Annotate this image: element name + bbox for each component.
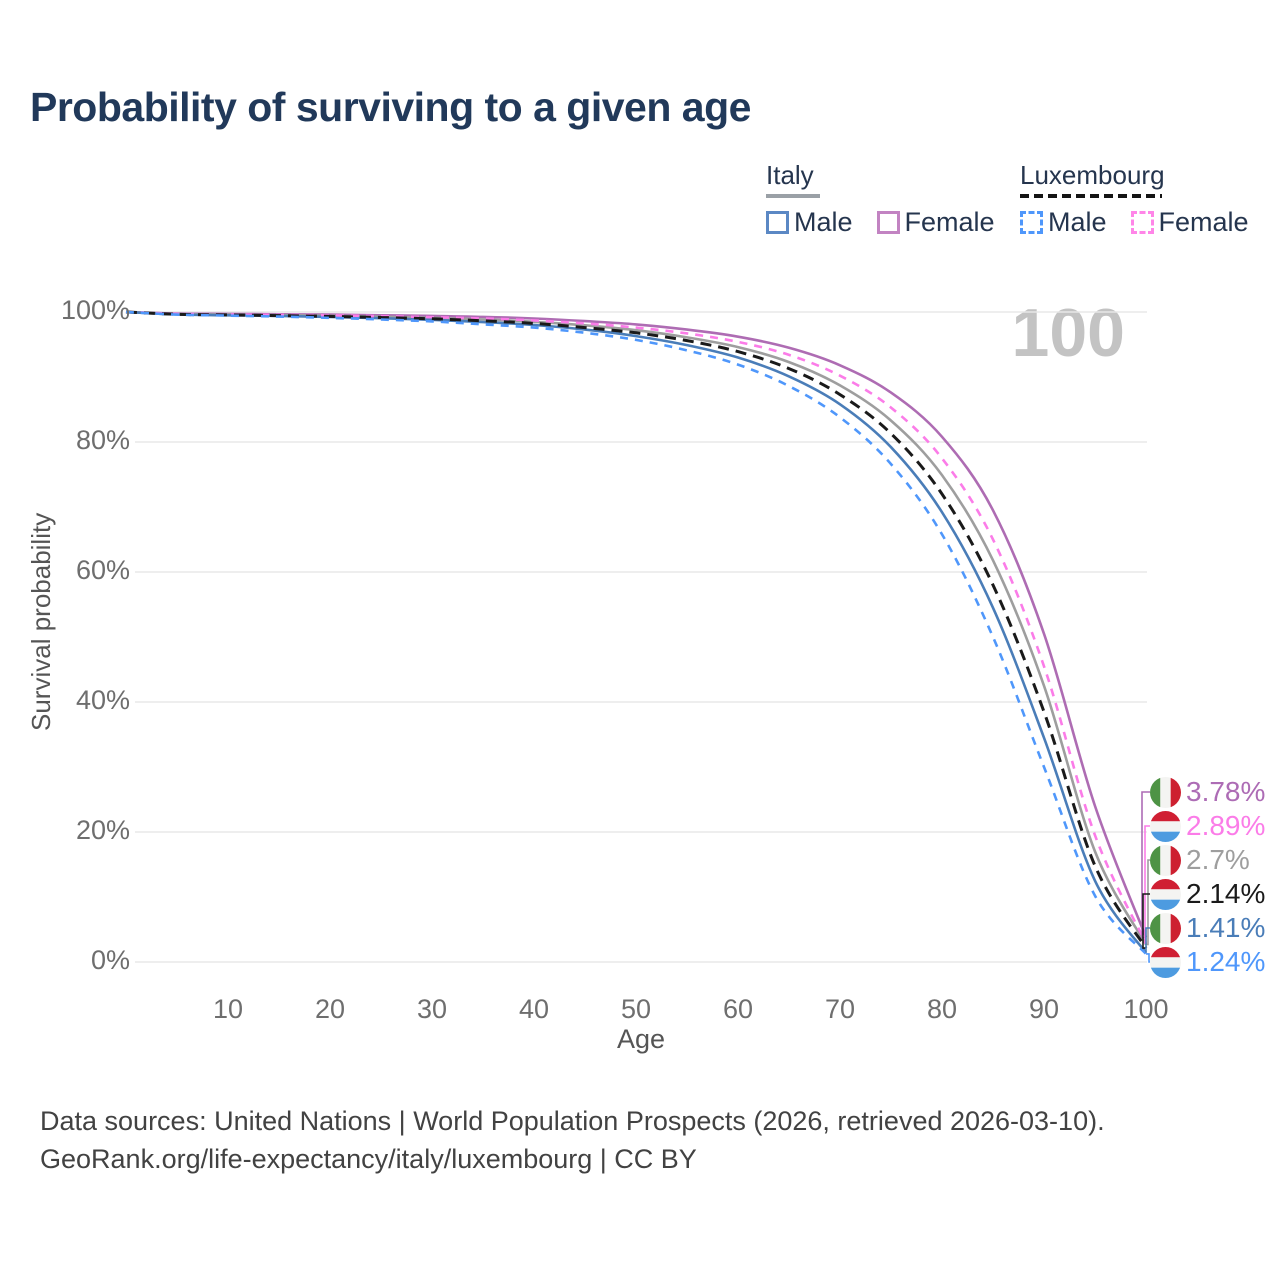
italy-flag-icon	[1150, 776, 1181, 808]
x-tick-label: 10	[212, 994, 244, 1024]
footer-data-sources: Data sources: United Nations | World Pop…	[40, 1106, 1105, 1136]
curve-luxembourg-male	[125, 310, 1147, 955]
x-tick-label: 30	[416, 994, 448, 1024]
legend-item-italy-male[interactable]: Male	[766, 207, 853, 238]
footer-attribution: GeoRank.org/life-expectancy/italy/luxemb…	[40, 1144, 697, 1174]
end-label-value: 2.7%	[1186, 844, 1250, 875]
y-tick-label: 60%	[75, 555, 130, 585]
italy-flag-icon	[1150, 844, 1181, 876]
end-label-value: 3.78%	[1186, 776, 1266, 807]
page-title: Probability of surviving to a given age	[30, 84, 751, 130]
end-label-connector	[1146, 953, 1150, 963]
end-label-value: 1.24%	[1186, 946, 1266, 977]
legend-item-label: Female	[1158, 207, 1249, 237]
italy-female-swatch-icon	[876, 211, 900, 234]
end-label-connector	[1145, 927, 1150, 953]
y-tick-label: 0%	[90, 945, 130, 975]
curve-luxembourg-both	[125, 310, 1148, 949]
y-axis-title: Survival probability	[26, 512, 56, 732]
x-tick-label: 100	[1123, 994, 1169, 1024]
legend-group-luxembourg: Luxembourg Male Female	[1020, 160, 1249, 238]
end-label-connector	[1142, 893, 1150, 949]
y-tick-label: 40%	[75, 685, 130, 715]
luxembourg-flag-icon	[1150, 878, 1181, 910]
y-tick-label: 100%	[60, 295, 130, 325]
end-label-connector	[1146, 859, 1150, 946]
end-label-italy-both: 2.7%	[1150, 844, 1250, 876]
legend-item-luxembourg-female[interactable]: Female	[1130, 207, 1249, 238]
end-label-value: 2.14%	[1186, 878, 1266, 909]
legend-item-italy-female[interactable]: Female	[876, 207, 995, 238]
age-counter-watermark: 100	[1011, 295, 1125, 371]
x-tick-label: 80	[926, 994, 958, 1024]
curve-italy-female	[125, 310, 1148, 938]
legend-luxembourg-label: Luxembourg	[1020, 160, 1165, 190]
legend-group-italy: Italy Male Female	[766, 160, 995, 238]
x-tick-label: 60	[722, 994, 754, 1024]
x-axis-title: Age	[616, 1024, 666, 1054]
end-label-connector	[1141, 791, 1150, 939]
end-label-luxembourg-female: 2.89%	[1150, 810, 1265, 842]
x-tick-label: 70	[824, 994, 856, 1024]
curve-luxembourg-female	[125, 310, 1148, 944]
x-tick-label: 90	[1028, 994, 1060, 1024]
legend-item-label: Male	[794, 207, 853, 237]
luxembourg-male-swatch-icon	[1020, 211, 1043, 234]
legend-item-label: Male	[1048, 207, 1107, 237]
y-tick-label: 80%	[75, 425, 130, 455]
legend-italy-underline	[766, 194, 820, 198]
end-label-luxembourg-both: 2.14%	[1150, 878, 1265, 910]
curve-italy-male	[125, 310, 1148, 954]
y-tick-label: 20%	[75, 815, 130, 845]
end-label-italy-male: 1.41%	[1150, 912, 1265, 944]
end-label-luxembourg-male: 1.24%	[1150, 946, 1265, 978]
legend-luxembourg-underline	[1020, 194, 1162, 198]
legend-item-label: Female	[904, 207, 995, 237]
italy-male-swatch-icon	[766, 211, 789, 234]
x-tick-label: 40	[518, 994, 550, 1024]
italy-flag-icon	[1150, 912, 1181, 944]
end-label-italy-female: 3.78%	[1150, 776, 1265, 808]
luxembourg-female-swatch-icon	[1130, 211, 1154, 234]
end-label-value: 1.41%	[1186, 912, 1266, 943]
end-label-value: 2.89%	[1186, 810, 1266, 841]
x-tick-label: 50	[620, 994, 652, 1024]
luxembourg-flag-icon	[1150, 946, 1181, 978]
luxembourg-flag-icon	[1150, 810, 1181, 842]
legend-italy-label: Italy	[766, 160, 814, 190]
curve-italy-both	[125, 310, 1148, 946]
legend-item-luxembourg-male[interactable]: Male	[1020, 207, 1107, 238]
x-tick-label: 20	[314, 994, 346, 1024]
